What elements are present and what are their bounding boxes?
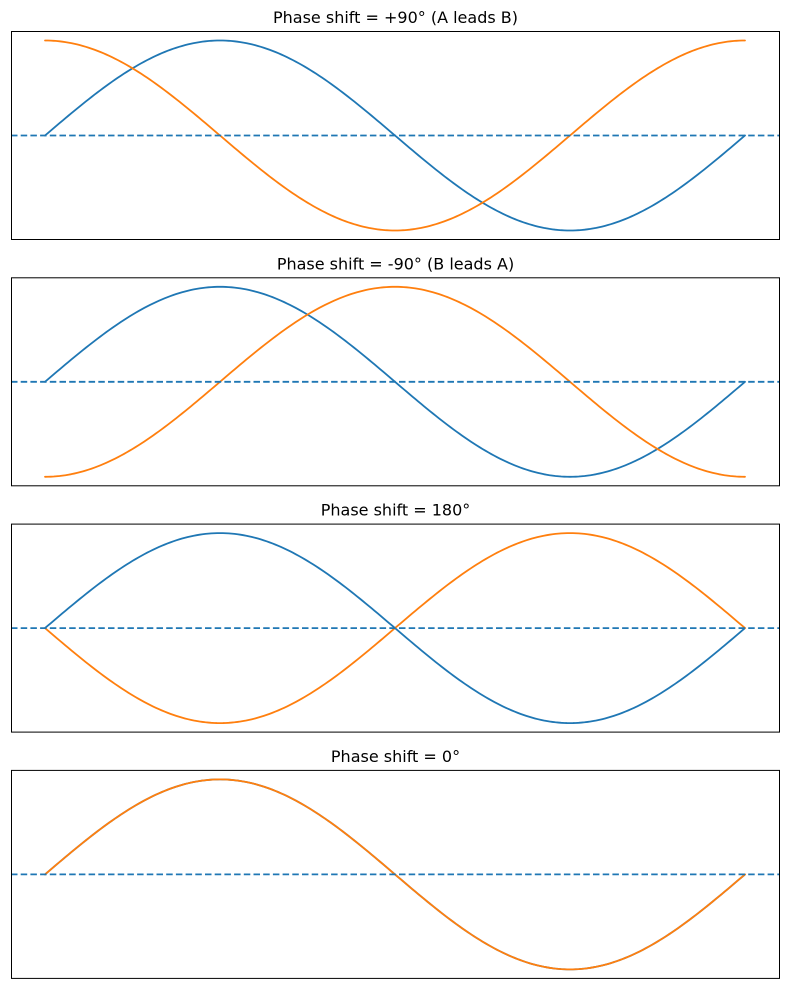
panel-3: Phase shift = 180°: [11, 501, 780, 733]
panel-1: Phase shift = +90° (A leads B): [11, 8, 780, 240]
panel-title: Phase shift = 0°: [331, 747, 460, 766]
panel-title: Phase shift = -90° (B leads A): [277, 254, 514, 273]
axes-frame: [11, 277, 780, 487]
axes-frame: [11, 31, 780, 240]
panel-4: Phase shift = 0°: [11, 747, 780, 979]
axes-frame: [11, 769, 780, 979]
panel-title: Phase shift = 180°: [321, 501, 471, 520]
panel-2: Phase shift = -90° (B leads A): [11, 254, 780, 487]
axes-frame: [11, 523, 780, 733]
series-line-b: [44, 285, 746, 478]
series-line-b: [44, 39, 746, 232]
panel-title: Phase shift = +90° (A leads B): [273, 8, 518, 27]
